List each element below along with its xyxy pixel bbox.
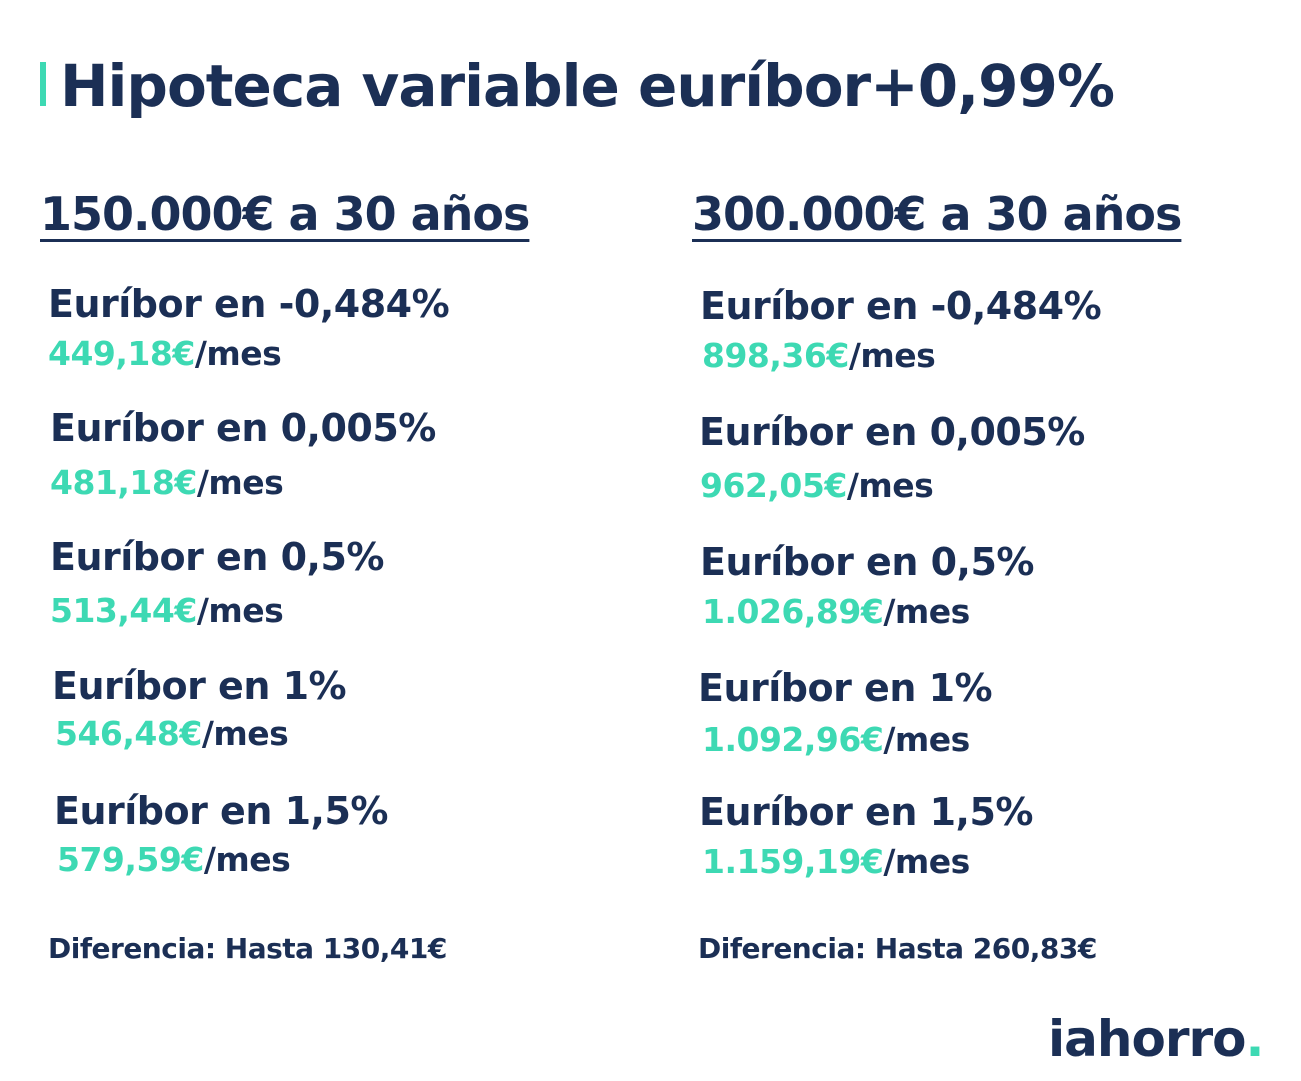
logo-dot: . [1245, 1010, 1265, 1068]
payment-amount: 962,05€ [700, 466, 847, 505]
monthly-payment: 962,05€/mes [700, 466, 934, 506]
payment-unit: /mes [194, 334, 282, 373]
payment-unit: /mes [196, 591, 284, 630]
payment-unit: /mes [203, 840, 291, 879]
scenario-label: Euríbor en 0,5% [50, 535, 385, 579]
scenario-label: Euríbor en 0,005% [699, 410, 1085, 454]
payment-amount: 1.092,96€ [702, 720, 884, 759]
column-heading: 300.000€ a 30 años [692, 187, 1182, 241]
payment-amount: 579,59€ [57, 840, 204, 879]
scenario-label: Euríbor en 1% [52, 664, 347, 708]
scenario-label: Euríbor en 1% [698, 666, 993, 710]
scenario-label: Euríbor en 1,5% [699, 790, 1034, 834]
payment-amount: 449,18€ [48, 334, 195, 373]
scenario-label: Euríbor en 0,5% [700, 540, 1035, 584]
iahorro-logo: iahorro. [1048, 1008, 1265, 1070]
monthly-payment: 449,18€/mes [48, 334, 282, 374]
difference-summary: Diferencia: Hasta 130,41€ [48, 932, 447, 965]
payment-unit: /mes [848, 336, 936, 375]
page-title: Hipoteca variable euríbor+0,99% [60, 52, 1115, 120]
payment-unit: /mes [196, 463, 284, 502]
scenario-label: Euríbor en -0,484% [48, 282, 450, 326]
monthly-payment: 546,48€/mes [55, 714, 289, 754]
payment-amount: 898,36€ [702, 336, 849, 375]
difference-summary: Diferencia: Hasta 260,83€ [698, 932, 1097, 965]
payment-amount: 513,44€ [50, 591, 197, 630]
monthly-payment: 513,44€/mes [50, 591, 284, 631]
monthly-payment: 579,59€/mes [57, 840, 291, 880]
payment-amount: 1.159,19€ [702, 842, 884, 881]
monthly-payment: 481,18€/mes [50, 463, 284, 503]
scenario-label: Euríbor en 0,005% [50, 406, 436, 450]
logo-wordmark: iahorro [1048, 1010, 1246, 1068]
payment-amount: 481,18€ [50, 463, 197, 502]
payment-unit: /mes [883, 842, 970, 881]
payment-unit: /mes [883, 720, 970, 759]
payment-unit: /mes [846, 466, 934, 505]
payment-unit: /mes [883, 592, 970, 631]
monthly-payment: 1.159,19€/mes [702, 842, 970, 882]
scenario-label: Euríbor en -0,484% [700, 284, 1102, 328]
scenario-label: Euríbor en 1,5% [54, 789, 389, 833]
title-accent-bar [40, 62, 46, 106]
payment-amount: 1.026,89€ [702, 592, 884, 631]
payment-unit: /mes [201, 714, 289, 753]
monthly-payment: 1.092,96€/mes [702, 720, 970, 760]
payment-amount: 546,48€ [55, 714, 202, 753]
monthly-payment: 1.026,89€/mes [702, 592, 970, 632]
monthly-payment: 898,36€/mes [702, 336, 936, 376]
column-heading: 150.000€ a 30 años [40, 187, 530, 241]
